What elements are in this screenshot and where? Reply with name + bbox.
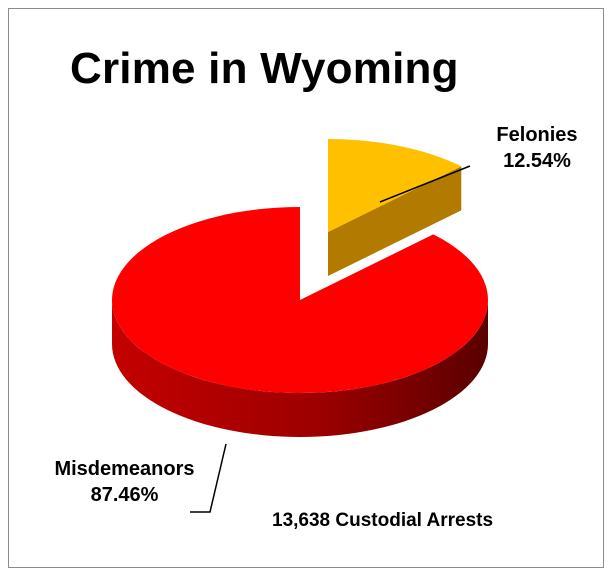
misdemeanors-slice-side [112, 300, 488, 437]
felonies-slice [328, 139, 462, 232]
custodial-arrests-note: 13,638 Custodial Arrests [272, 510, 494, 531]
felonies-label: Felonies 12.54% [482, 122, 592, 174]
felonies-leader-line [379, 165, 471, 203]
chart-title: Crime in Wyoming [70, 44, 459, 93]
misdemeanors-label: Misdemeanors 87.46% [32, 456, 217, 508]
misdemeanors-name: Misdemeanors [54, 458, 195, 480]
chart-frame [8, 8, 604, 568]
misdemeanors-percent: 87.46% [90, 484, 159, 506]
felonies-percent: 12.54% [503, 150, 571, 172]
felonies-slice-cut-face [328, 166, 462, 276]
felonies-name: Felonies [496, 124, 578, 146]
misdemeanors-slice [111, 207, 488, 393]
misdemeanors-leader-line [190, 443, 227, 513]
